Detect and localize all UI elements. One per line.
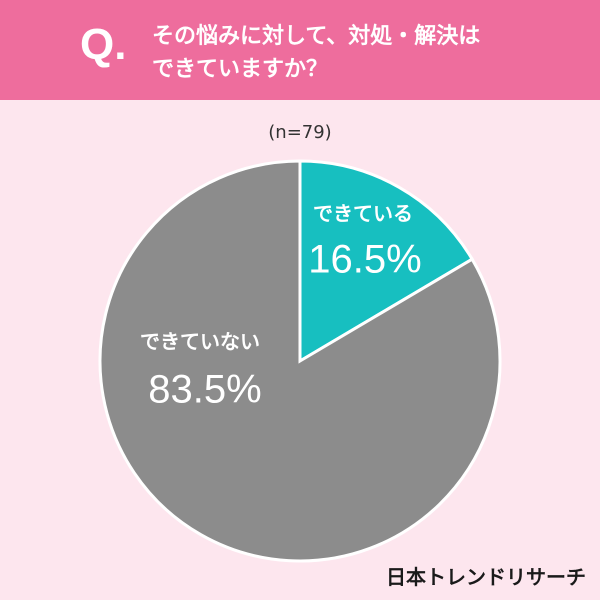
brand: 日本トレンドリサーチ: [386, 565, 586, 589]
value-label: 83.5%: [148, 368, 261, 412]
chart-subtitle: (n=79): [268, 122, 331, 143]
question-prefix: Q.: [80, 20, 127, 69]
pie-slice: [298, 159, 475, 364]
pie-slice: [98, 159, 502, 563]
slice-label: できている: [313, 202, 413, 226]
chart-title: その悩みに対して、対処・解決はできていますか？: [152, 24, 481, 82]
slice-label: できていない: [140, 330, 260, 354]
value-label: 16.5%: [308, 238, 421, 282]
header-band: Q. その悩みに対して、対処・解決はできていますか？: [0, 0, 600, 100]
